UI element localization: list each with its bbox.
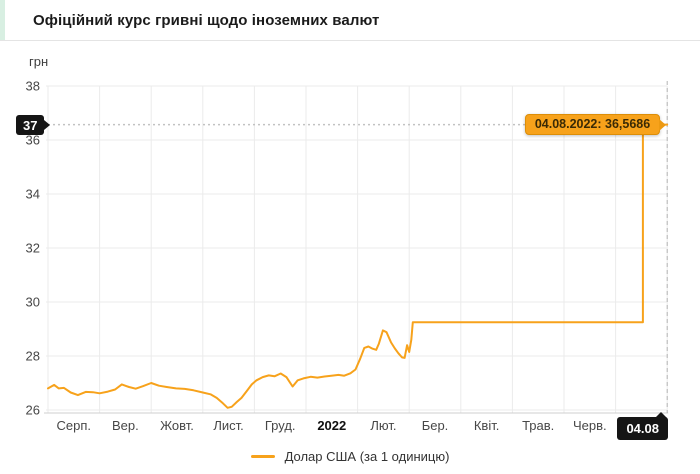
y-axis-value-badge-text: 37 (23, 117, 38, 133)
y-tick-label: 32 (26, 241, 40, 256)
y-axis-unit-label: грн (29, 54, 49, 69)
x-tick-label: Жовт. (160, 418, 194, 433)
x-axis-date-badge: 04.08 (617, 412, 668, 440)
x-tick-label: Серп. (57, 418, 92, 433)
y-tick-label: 28 (26, 349, 40, 364)
chart-area: грн 26 28 30 32 34 36 38 Серп. Вер. Жовт. Лист. Гру… (0, 41, 700, 474)
x-tick-label: Черв. (573, 418, 607, 433)
series-line-usd[interactable] (47, 123, 669, 409)
y-tick-label: 30 (26, 295, 40, 310)
chart-canvas[interactable]: 26 28 30 32 34 36 38 Серп. Вер. Жовт. Лист. Груд. 20… (0, 41, 700, 474)
x-tick-label: Груд. (265, 418, 296, 433)
y-tick-label: 38 (26, 79, 40, 94)
x-tick-label: 2022 (317, 418, 346, 433)
tooltip-text: 04.08.2022: 36,5686 (534, 116, 651, 131)
x-tick-label: Квіт. (474, 418, 500, 433)
x-tick-label: Лист. (213, 418, 243, 433)
y-tick-label: 36 (26, 133, 40, 148)
y-tick-label: 34 (26, 187, 40, 202)
x-tick-label: Трав. (522, 418, 554, 433)
legend-label: Долар США (за 1 одиницю) (284, 448, 450, 464)
header: Офіційний курс гривні щодо іноземних вал… (0, 0, 700, 41)
x-tick-label: Лют. (370, 418, 396, 433)
x-tick-label: Вер. (112, 418, 139, 433)
page-title: Офіційний курс гривні щодо іноземних вал… (33, 11, 380, 29)
legend-swatch (250, 454, 275, 458)
legend[interactable]: Долар США (за 1 одиницю) (0, 446, 700, 466)
x-tick-label: Бер. (422, 418, 449, 433)
y-axis-value-badge: 37 (16, 114, 52, 135)
header-accent-stripe (0, 0, 5, 40)
x-axis-date-badge-text: 04.08 (626, 421, 659, 436)
y-tick-label: 26 (26, 403, 40, 418)
tooltip: 04.08.2022: 36,5686 (524, 113, 667, 136)
